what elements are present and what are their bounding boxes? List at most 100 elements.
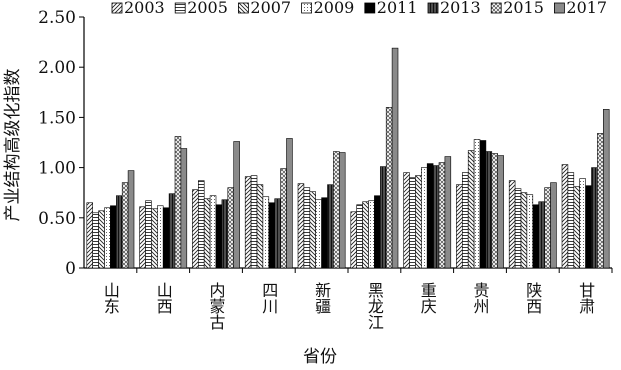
bar-2013-山西: [168, 193, 176, 269]
bar-2003-新疆: [297, 183, 305, 269]
bar-2011-四川: [268, 202, 275, 269]
legend-swatch-2013: [427, 2, 439, 14]
bar-2013-四川: [274, 198, 281, 269]
bar-2009-黑龙江: [368, 200, 375, 269]
bar-2005-黑龙江: [356, 204, 363, 269]
bar-2009-山西: [157, 205, 164, 269]
bar-2013-黑龙江: [379, 166, 387, 269]
bar-2007-甘肃: [573, 186, 580, 269]
bar-2009-内蒙古: [209, 195, 217, 269]
x-category-label: 黑龙江: [365, 282, 384, 330]
bar-2011-新疆: [321, 197, 328, 269]
bar-2011-内蒙古: [215, 204, 223, 269]
x-category-label: 陕西: [523, 282, 542, 314]
bar-2007-贵州: [467, 150, 475, 269]
bar-2005-重庆: [409, 177, 416, 269]
bar-2015-黑龙江: [385, 107, 393, 269]
legend-swatch-2011: [364, 2, 376, 14]
bar-2009-四川: [262, 196, 270, 269]
bar-2015-山东: [121, 182, 129, 269]
y-tick-label: 2.00: [38, 58, 76, 78]
x-axis-title: 省份: [303, 347, 337, 367]
bar-2011-黑龙江: [374, 195, 381, 269]
bar-2017-甘肃: [602, 109, 610, 269]
bar-2011-重庆: [426, 163, 434, 269]
legend-label: 2015: [503, 0, 544, 17]
legend-label: 2003: [124, 0, 165, 17]
bar-2007-黑龙江: [362, 201, 369, 269]
legend-swatch-2009: [301, 2, 313, 14]
bar-2013-新疆: [327, 184, 334, 269]
bar-2003-内蒙古: [192, 189, 199, 269]
legend: 2003 2005 2007 2009 2011 2013 2015 2017: [111, 0, 607, 17]
bar-2015-四川: [280, 168, 287, 269]
bar-2009-贵州: [473, 139, 481, 269]
bar-2005-四川: [250, 175, 258, 269]
legend-label: 2005: [187, 0, 228, 17]
bar-2007-山西: [151, 208, 158, 269]
legend-label: 2009: [314, 0, 355, 17]
bar-2009-陕西: [526, 194, 534, 269]
bar-2009-甘肃: [579, 178, 586, 269]
bar-2007-内蒙古: [203, 198, 211, 269]
legend-swatch-2007: [237, 2, 249, 14]
x-category-label: 重庆: [418, 282, 437, 314]
bar-2009-新疆: [315, 199, 322, 269]
y-tick-label: 0.50: [38, 209, 76, 229]
bar-2005-陕西: [514, 188, 522, 269]
legend-swatch-2005: [174, 2, 186, 14]
axis-labels: 0 0.50 1.00 1.50 2.00 2.50 山东 山西 内蒙古 四川 新疆 黑龙江 重庆 贵州 陕…: [3, 8, 595, 367]
bar-2007-重庆: [415, 175, 422, 269]
bar-2003-四川: [244, 176, 252, 269]
bar-2013-甘肃: [591, 167, 598, 269]
y-tick-label: 1.50: [38, 108, 76, 128]
bar-2007-山东: [98, 210, 105, 269]
bar-2005-贵州: [461, 172, 469, 269]
bar-2005-内蒙古: [198, 180, 205, 269]
bar-2013-山东: [116, 195, 123, 269]
bar-2003-山东: [86, 202, 94, 269]
bar-2015-甘肃: [597, 133, 604, 269]
legend-swatch-2003: [111, 2, 123, 14]
bar-2013-贵州: [485, 151, 493, 269]
bar-2017-山东: [127, 170, 135, 269]
bar-2003-甘肃: [561, 164, 569, 269]
bar-2009-山东: [104, 207, 111, 269]
bar-2017-黑龙江: [391, 47, 399, 269]
x-category-label: 新疆: [312, 282, 331, 314]
bar-2007-陕西: [520, 192, 528, 269]
bar-2011-山西: [162, 207, 170, 269]
bar-2015-内蒙古: [227, 187, 235, 269]
y-axis-title: 产业结构高级化指数: [3, 69, 23, 222]
bar-2011-甘肃: [585, 185, 592, 269]
y-tick-label: 2.50: [38, 8, 76, 28]
legend-label: 2013: [440, 0, 481, 17]
x-category-label: 山西: [154, 282, 173, 314]
legend-swatch-2017: [554, 2, 565, 14]
bar-2007-四川: [256, 184, 264, 269]
x-category-label: 甘肃: [576, 282, 595, 314]
bar-2013-重庆: [432, 165, 440, 269]
bar-2017-山西: [180, 148, 188, 269]
bar-2003-陕西: [508, 180, 516, 269]
bar-2017-新疆: [338, 152, 346, 269]
bar-2015-贵州: [491, 153, 498, 269]
bar-2017-四川: [286, 138, 293, 269]
bar-2003-重庆: [403, 172, 410, 269]
bar-2005-山西: [145, 200, 152, 269]
bar-2003-黑龙江: [350, 211, 357, 269]
bar-2015-新疆: [333, 151, 340, 269]
bar-2015-陕西: [544, 187, 551, 269]
x-category-label: 四川: [259, 282, 278, 314]
legend-swatch-2015: [490, 2, 502, 14]
legend-label: 2011: [377, 0, 418, 17]
bar-2013-陕西: [538, 201, 545, 269]
legend-label: 2017: [566, 0, 607, 17]
bar-2017-贵州: [497, 155, 504, 269]
bar-2011-山东: [110, 205, 117, 269]
x-category-label: 山东: [101, 282, 120, 314]
bar-2003-贵州: [456, 184, 463, 269]
y-tick-label: 0: [65, 259, 76, 279]
bar-2009-重庆: [420, 167, 428, 269]
